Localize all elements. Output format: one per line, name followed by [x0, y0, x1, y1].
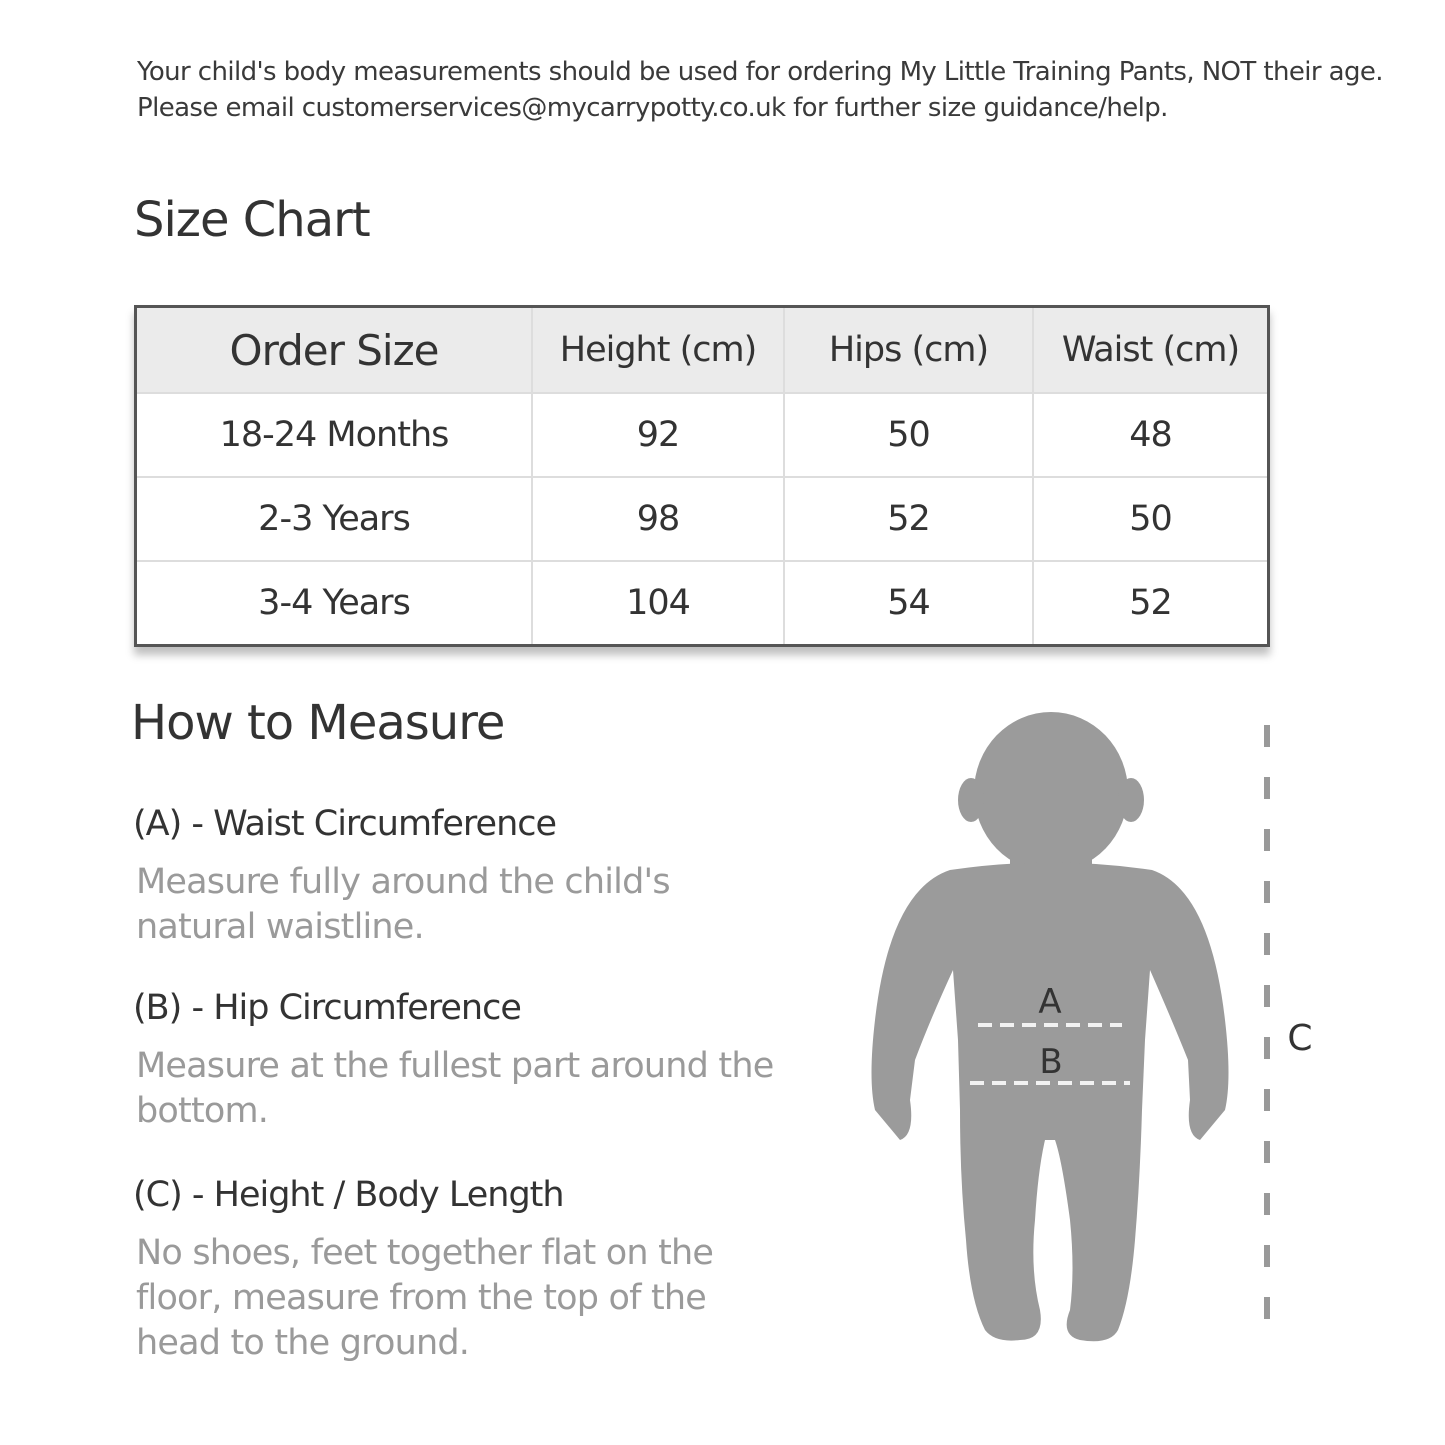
waist-heading: (A) - Waist Circumference: [133, 804, 557, 844]
intro-text: Your child's body measurements should be…: [137, 57, 1384, 123]
cell-waist: 52: [1032, 560, 1270, 647]
cell-size: 18-24 Months: [134, 392, 533, 478]
hip-heading: (B) - Hip Circumference: [133, 988, 522, 1028]
cell-hips: 52: [783, 476, 1034, 562]
label-a: A: [1038, 982, 1061, 1022]
height-heading: (C) - Height / Body Length: [133, 1175, 565, 1215]
label-c: C: [1287, 1018, 1312, 1059]
cell-waist: 48: [1032, 392, 1270, 478]
cell-hips: 54: [783, 560, 1034, 647]
hip-description: Measure at the fullest part around the b…: [136, 1046, 774, 1131]
size-chart-table: Order Size Height (cm) Hips (cm) Waist (…: [134, 305, 1270, 647]
cell-waist: 50: [1032, 476, 1270, 562]
table-header-row: Order Size Height (cm) Hips (cm) Waist (…: [134, 305, 1270, 394]
header-waist: Waist (cm): [1032, 305, 1270, 394]
table-row: 18-24 Months 92 50 48: [134, 392, 1270, 478]
cell-size: 2-3 Years: [134, 476, 533, 562]
cell-hips: 50: [783, 392, 1034, 478]
child-silhouette: [871, 712, 1229, 1342]
cell-height: 92: [531, 392, 785, 478]
header-hips: Hips (cm): [783, 305, 1034, 394]
table-row: 3-4 Years 104 54 52: [134, 560, 1270, 647]
height-description: No shoes, feet together flat on the floo…: [136, 1233, 714, 1363]
label-b: B: [1039, 1042, 1062, 1082]
cell-height: 104: [531, 560, 785, 647]
size-chart-title: Size Chart: [134, 192, 371, 248]
how-to-measure-title: How to Measure: [131, 695, 505, 751]
table-row: 2-3 Years 98 52 50: [134, 476, 1270, 562]
waist-description: Measure fully around the child's natural…: [136, 862, 671, 947]
header-height: Height (cm): [531, 305, 785, 394]
cell-height: 98: [531, 476, 785, 562]
header-order-size: Order Size: [134, 305, 533, 394]
cell-size: 3-4 Years: [134, 560, 533, 647]
